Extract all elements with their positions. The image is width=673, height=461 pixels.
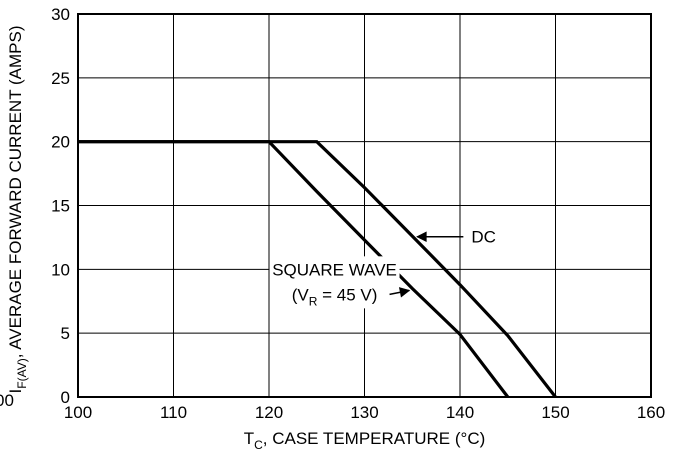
series-line-dc bbox=[78, 140, 557, 398]
series-lines bbox=[78, 140, 557, 398]
grid-lines bbox=[78, 14, 651, 397]
y-tick-label: 0 bbox=[61, 388, 70, 407]
y-axis-label-main: I bbox=[6, 389, 25, 394]
y-tick-label: 20 bbox=[51, 133, 70, 152]
square-wave-condition-label: (VR = 45 V) bbox=[292, 285, 378, 308]
condition-rest: = 45 V) bbox=[317, 285, 377, 304]
y-tick-label: 30 bbox=[51, 5, 70, 24]
x-tick-label: 140 bbox=[446, 403, 474, 422]
x-axis-label: TC, CASE TEMPERATURE (°C) bbox=[244, 429, 486, 452]
y-axis-label: IF(AV), AVERAGE FORWARD CURRENT (AMPS) bbox=[6, 26, 29, 394]
square-wave-annotation-label: SQUARE WAVE bbox=[272, 260, 397, 279]
x-axis-label-rest: , CASE TEMPERATURE (°C) bbox=[263, 429, 485, 448]
condition-subscript: R bbox=[309, 294, 318, 308]
x-tick-label: 130 bbox=[350, 403, 378, 422]
x-axis-label-main: T bbox=[244, 429, 254, 448]
y-axis-label-rest: , AVERAGE FORWARD CURRENT (AMPS) bbox=[6, 26, 25, 359]
x-axis-label-subscript: C bbox=[254, 438, 263, 452]
square-wave-label-bg bbox=[269, 256, 400, 309]
x-tick-label: 120 bbox=[255, 403, 283, 422]
y-axis-label-subscript: F(AV) bbox=[15, 358, 29, 388]
x-tick-label: 150 bbox=[541, 403, 569, 422]
x-tick-label: 110 bbox=[160, 403, 187, 422]
tick-labels: 100 110 120 130 140 150 160 0 5 10 15 20 25 30 bbox=[51, 5, 665, 422]
y-tick-label: 10 bbox=[51, 260, 70, 279]
series-line-square-wave bbox=[78, 140, 510, 398]
dc-annotation-label: DC bbox=[471, 228, 496, 247]
y-tick-label: 25 bbox=[51, 69, 70, 88]
square-wave-arrow bbox=[389, 287, 411, 298]
y-tick-label: 15 bbox=[51, 197, 70, 216]
annotations: DC SQUARE WAVE (VR = 45 V) bbox=[269, 228, 496, 309]
left-edge-fragment-label: 00 bbox=[0, 391, 14, 410]
x-tick-label: 100 bbox=[64, 403, 92, 422]
x-tick-label: 160 bbox=[637, 403, 665, 422]
y-tick-label: 5 bbox=[61, 324, 70, 343]
plot-frame bbox=[77, 13, 652, 398]
condition-main: (V bbox=[292, 285, 310, 304]
